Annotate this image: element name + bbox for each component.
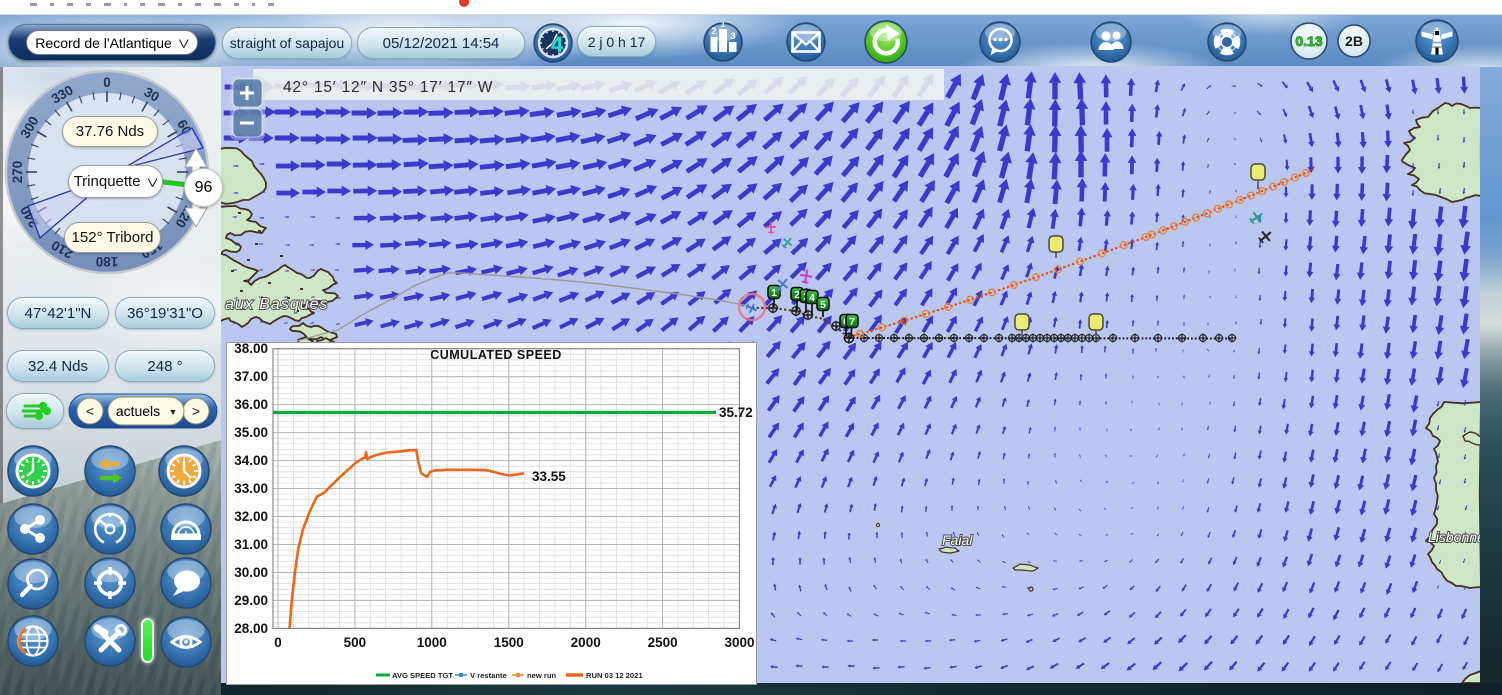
- svg-text:4: 4: [551, 32, 564, 57]
- svg-text:28.00: 28.00: [234, 621, 268, 636]
- svg-text:0: 0: [103, 75, 111, 90]
- svg-text:35.72: 35.72: [719, 405, 753, 420]
- svg-text:1: 1: [771, 287, 777, 299]
- svg-text:30: 30: [141, 84, 162, 105]
- svg-text:32.00: 32.00: [234, 509, 268, 524]
- svg-text:31.00: 31.00: [234, 537, 268, 552]
- svg-text:37.00: 37.00: [234, 369, 268, 384]
- svg-text:Faial: Faial: [942, 532, 973, 548]
- svg-text:RUN 03 12 2021: RUN 03 12 2021: [586, 671, 643, 680]
- svg-text:30.00: 30.00: [234, 565, 268, 580]
- svg-text:33.00: 33.00: [234, 481, 268, 496]
- svg-text:<: <: [86, 403, 94, 419]
- svg-text:38.00: 38.00: [234, 342, 268, 356]
- svg-text:180: 180: [96, 254, 119, 269]
- svg-text:36.00: 36.00: [234, 397, 268, 412]
- svg-text:3000: 3000: [724, 635, 754, 650]
- svg-text:270: 270: [10, 161, 25, 184]
- svg-text:1500: 1500: [494, 635, 524, 650]
- svg-text:1: 1: [720, 22, 725, 29]
- svg-text:34.00: 34.00: [234, 453, 268, 468]
- svg-text:Lisbonne: Lisbonne: [1428, 529, 1480, 545]
- svg-text:new run: new run: [527, 671, 556, 680]
- svg-text:actuels: actuels: [116, 403, 160, 419]
- svg-text:aux Basques: aux Basques: [225, 296, 329, 313]
- svg-text:33.55: 33.55: [532, 469, 566, 484]
- svg-text:>: >: [192, 403, 200, 419]
- svg-text:1000: 1000: [417, 635, 447, 650]
- svg-text:0.13: 0.13: [1295, 33, 1322, 49]
- svg-text:▼: ▼: [169, 407, 178, 417]
- svg-text:5: 5: [820, 299, 826, 311]
- svg-text:V restante: V restante: [470, 671, 507, 680]
- svg-text:0: 0: [274, 635, 282, 650]
- svg-text:AVG SPEED TGT: AVG SPEED TGT: [392, 671, 453, 680]
- svg-text:2: 2: [794, 289, 800, 301]
- svg-text:2B: 2B: [1345, 33, 1363, 49]
- svg-text:29.00: 29.00: [234, 593, 268, 608]
- svg-text:2500: 2500: [648, 635, 678, 650]
- svg-text:2: 2: [711, 26, 716, 36]
- svg-text:2000: 2000: [571, 635, 601, 650]
- svg-text:35.00: 35.00: [234, 425, 268, 440]
- svg-text:4: 4: [809, 292, 815, 304]
- svg-text:42° 15′ 12″ N 35° 17′ 17″ W: 42° 15′ 12″ N 35° 17′ 17″ W: [283, 79, 493, 96]
- svg-text:7: 7: [849, 316, 855, 328]
- svg-text:500: 500: [344, 635, 367, 650]
- svg-text:3: 3: [730, 31, 735, 41]
- svg-text:CUMULATED SPEED: CUMULATED SPEED: [430, 348, 562, 362]
